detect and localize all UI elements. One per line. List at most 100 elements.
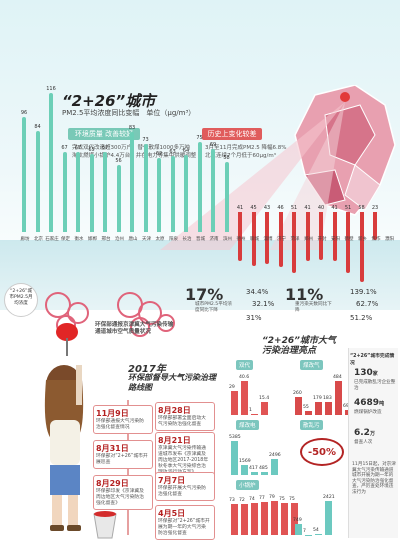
mini-bar-value: 7 — [303, 528, 306, 534]
side-note: 11月15日起，对京津冀大气污染传输通道城市开展为期一年的大气污染防治强化督查，… — [352, 462, 396, 495]
bar-value: 62 — [155, 150, 163, 157]
timeline-item: 8月28日 环保部部署全面启动大气污染防治强化督查 — [155, 402, 215, 431]
bar-red — [346, 212, 350, 274]
city-label: 鹤壁 — [344, 237, 354, 242]
mini-chart-3: 5385 1569 417 485 2496 — [228, 430, 288, 475]
mini-bar — [241, 465, 248, 475]
bar-green — [103, 151, 107, 232]
bar-value: 65 — [88, 147, 95, 153]
bar-value: 96 — [20, 109, 28, 116]
mini-bar — [251, 414, 258, 415]
bar-red — [305, 212, 310, 262]
bar-value: 51 — [344, 205, 352, 211]
bar-value: 23 — [371, 205, 379, 211]
pct-11: 11% — [285, 285, 324, 304]
mini-bar — [315, 402, 322, 415]
mid-label: 环保部通报京津冀大气污染传输通道城市空气质量状况 — [95, 322, 174, 335]
girl-illustration — [44, 365, 84, 531]
mini-bar — [261, 402, 268, 415]
side-stat-1-note: 已完成散乱污企业整治 — [354, 380, 396, 391]
mini-bar — [251, 503, 258, 535]
bar-value: 67 — [61, 144, 68, 151]
mini-bar-value: 75 — [289, 496, 295, 502]
mini-bar-value: 485 — [259, 465, 268, 471]
bar-red — [265, 212, 269, 264]
side-stat-2: 4689吨 — [354, 398, 385, 408]
pct-b-1: 139.1% — [350, 288, 377, 296]
bar-green — [62, 151, 67, 232]
bar-value: 41 — [236, 205, 244, 211]
mini-bar-value: 2496 — [269, 453, 281, 459]
city-label: 开封 — [317, 237, 327, 242]
mini-bar — [315, 534, 322, 535]
mini-bar — [335, 381, 342, 415]
city-label: 北京 — [34, 237, 43, 242]
bar-green — [76, 151, 80, 232]
city-label: 晋城 — [196, 237, 205, 242]
mini-bar-value: 2421 — [323, 495, 335, 500]
mini-chart-5: 749 7 54 2421 — [292, 490, 348, 535]
mini-bar-value: 54 — [313, 528, 319, 534]
side-title: “2+26”城市完成情况 — [350, 354, 395, 366]
mini-bar — [251, 472, 258, 475]
mini-bar — [231, 503, 238, 535]
bar-value: 64 — [182, 148, 190, 155]
mini-bar — [325, 402, 332, 415]
bar-green — [130, 132, 134, 232]
bar-red — [332, 212, 337, 262]
bar-value: 116 — [46, 85, 56, 92]
mini-chart-1: 29 40.6 1 15.4 — [228, 370, 288, 415]
pct-11-note: 重污染天数同比下降 — [295, 302, 332, 313]
mini-bar — [241, 504, 248, 535]
city-label: 新乡 — [358, 237, 367, 242]
bar-value: 46 — [277, 205, 284, 211]
city-label: 菏泽 — [290, 237, 300, 242]
mini-bar-value: 75 — [279, 496, 285, 502]
city-label: 濮阳 — [385, 237, 394, 242]
bar-value: 67 — [101, 144, 109, 151]
bar-red — [251, 212, 256, 266]
mini-bar-value: 74 — [249, 497, 255, 503]
mini-bar — [281, 502, 288, 535]
pct-17-note: 城市PM2.5平均浓度同比下降 — [195, 302, 233, 313]
bar-green — [22, 116, 26, 232]
timeline-title: 环保部督导大气污染治理路线图 — [128, 373, 216, 392]
city-label: 聊城 — [250, 237, 259, 242]
city-label: 阳泉 — [169, 237, 178, 242]
light-beams — [160, 102, 345, 250]
side-stat-3-note: 督查人次 — [354, 440, 373, 445]
bar-red — [319, 212, 323, 260]
mini-bar-value: 69 — [343, 404, 349, 410]
mini-bar-value: 73 — [229, 497, 235, 503]
bar-green — [143, 144, 148, 232]
mini-bar-value: 417 — [249, 466, 258, 472]
bar-value: 75 — [196, 135, 203, 141]
mini-bar-value: 484 — [333, 375, 342, 380]
mini-bar — [295, 396, 302, 415]
city-label: 邢台 — [101, 237, 111, 242]
timeline-item: 8月21日 京津冀大气污染传输通道城市发布《京津冀及周边地区2017-2018年… — [155, 432, 215, 479]
bubble-tip: “2+26”城市PM2.5月均浓度 — [4, 283, 38, 317]
bar-green — [211, 149, 215, 232]
bar-value: 63 — [169, 149, 176, 156]
city-label: 安阳 — [331, 237, 340, 242]
city-label: 德州 — [236, 237, 246, 242]
bar-green — [170, 156, 175, 232]
pct-b-2: 62.7% — [356, 300, 379, 308]
side-stat-3: 6.2万 — [354, 428, 375, 438]
bar-red — [278, 212, 283, 268]
paint-bucket-icon — [93, 511, 117, 539]
bar-value: 69 — [209, 142, 217, 149]
mini-bar — [231, 390, 238, 415]
city-label: 济南 — [209, 237, 219, 242]
left-note-2: 淘汰燃煤小锅炉4.4万台，并在电力等集中供暖调整 — [72, 153, 197, 159]
worse-tag: 历史上变化较差 — [202, 128, 262, 140]
mini-bar-value: 183 — [323, 396, 332, 402]
tag-1: 双代 — [236, 360, 254, 370]
tag-2: 煤改气 — [300, 360, 323, 370]
city-label: 淄博 — [263, 237, 273, 242]
mini-bar — [325, 501, 332, 535]
paint-roller-icon — [56, 323, 78, 356]
right-note-2: 北京连续7个月低于60μg/m³ — [205, 153, 276, 159]
page-subtitle: PM2.5平均浓度同比变幅 单位（μg/m³） — [62, 109, 196, 117]
